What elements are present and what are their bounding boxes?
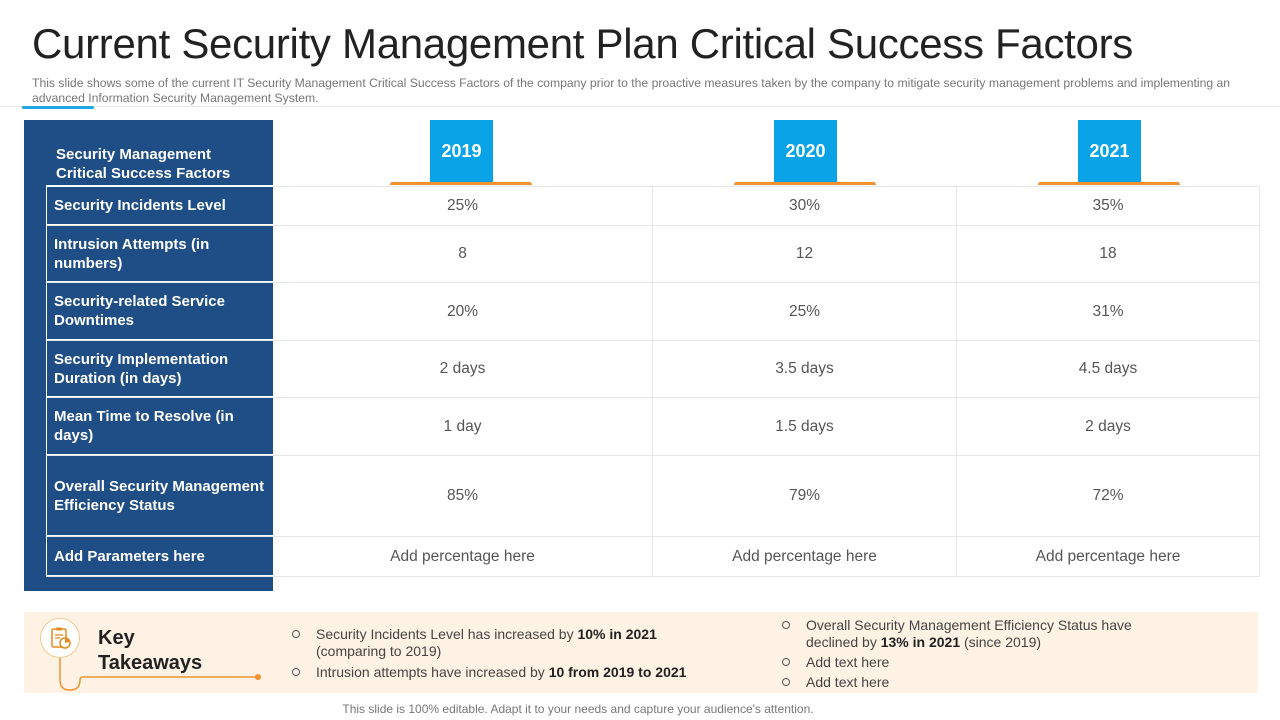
cell-2019: 20% [273, 283, 653, 340]
cell-2019: Add percentage here [273, 537, 653, 576]
cell-2019: 25% [273, 186, 653, 225]
table-row: Intrusion Attempts (in numbers) 8 12 18 [46, 226, 1260, 283]
cell-2019: 1 day [273, 398, 653, 455]
slide-title: Current Security Management Plan Critica… [32, 20, 1133, 67]
row-label: Security Incidents Level [46, 186, 273, 225]
year-badge-2019: 2019 [430, 120, 493, 182]
slide-subtitle: This slide shows some of the current IT … [32, 76, 1231, 105]
cell-2020: 1.5 days [653, 398, 957, 455]
cell-2020: 12 [653, 226, 957, 282]
year-bar-2021 [1038, 182, 1180, 187]
takeaways-list-left: Security Incidents Level has increased b… [292, 626, 712, 685]
table-row: Add Parameters here Add percentage here … [46, 537, 1260, 577]
cell-2020: 30% [653, 186, 957, 225]
row-label: Overall Security Management Efficiency S… [46, 456, 273, 536]
year-bar-2020 [734, 182, 876, 187]
table-row: Overall Security Management Efficiency S… [46, 456, 1260, 537]
takeaways-title: Key Takeaways [98, 627, 203, 674]
takeaways-list-right: Overall Security Management Efficiency S… [782, 617, 1182, 694]
row-label: Add Parameters here [46, 537, 273, 576]
key-takeaways-box [24, 612, 1258, 693]
cell-2021: 18 [957, 226, 1260, 282]
cell-2019: 8 [273, 226, 653, 282]
cell-2021: 2 days [957, 398, 1260, 455]
table-row: Security-related Service Downtimes 20% 2… [46, 283, 1260, 341]
table-row: Security Incidents Level 25% 30% 35% [46, 185, 1260, 226]
cell-2020: Add percentage here [653, 537, 957, 576]
year-bar-2019 [390, 182, 532, 187]
row-label: Intrusion Attempts (in numbers) [46, 226, 273, 282]
row-label: Security-related Service Downtimes [46, 283, 273, 340]
cell-2019: 2 days [273, 341, 653, 397]
cell-2020: 3.5 days [653, 341, 957, 397]
cell-2021: 31% [957, 283, 1260, 340]
list-item: Add text here [782, 654, 1182, 671]
clipboard-chart-icon [40, 618, 80, 658]
title-accent-bar [22, 106, 94, 109]
row-label: Mean Time to Resolve (in days) [46, 398, 273, 455]
footer-note: This slide is 100% editable. Adapt it to… [342, 702, 814, 716]
cell-2021: Add percentage here [957, 537, 1260, 576]
cell-2021: 35% [957, 186, 1260, 225]
cell-2021: 72% [957, 456, 1260, 536]
takeaway-connector [59, 658, 261, 691]
list-item: Security Incidents Level has increased b… [292, 626, 712, 660]
list-item: Intrusion attempts have increased by 10 … [292, 664, 712, 681]
factors-header: Security Management Critical Success Fac… [56, 146, 231, 182]
title-divider [0, 106, 1280, 107]
list-item: Add text here [782, 674, 1182, 691]
cell-2020: 25% [653, 283, 957, 340]
table-row: Mean Time to Resolve (in days) 1 day 1.5… [46, 398, 1260, 456]
factors-panel [24, 120, 273, 591]
row-label: Security Implementation Duration (in day… [46, 341, 273, 397]
cell-2019: 85% [273, 456, 653, 536]
year-badge-2020: 2020 [774, 120, 837, 182]
table-row: Security Implementation Duration (in day… [46, 341, 1260, 398]
list-item: Overall Security Management Efficiency S… [782, 617, 1182, 651]
cell-2020: 79% [653, 456, 957, 536]
cell-2021: 4.5 days [957, 341, 1260, 397]
year-badge-2021: 2021 [1078, 120, 1141, 182]
